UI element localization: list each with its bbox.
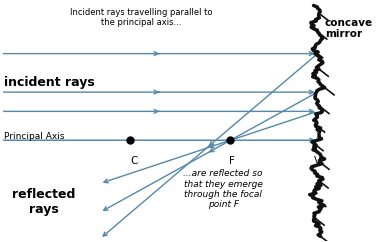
Text: concave
mirror: concave mirror <box>325 17 373 39</box>
Text: C: C <box>131 156 138 166</box>
Text: ...are reflected so
that they emerge
through the focal
point F: ...are reflected so that they emerge thr… <box>183 169 263 209</box>
Text: Principal Axis: Principal Axis <box>4 132 65 141</box>
Text: V: V <box>314 156 321 166</box>
Text: reflected
rays: reflected rays <box>12 188 75 216</box>
Text: incident rays: incident rays <box>4 76 95 89</box>
Text: F: F <box>229 156 235 166</box>
Text: Incident rays travelling parallel to
the principal axis...: Incident rays travelling parallel to the… <box>70 8 213 27</box>
